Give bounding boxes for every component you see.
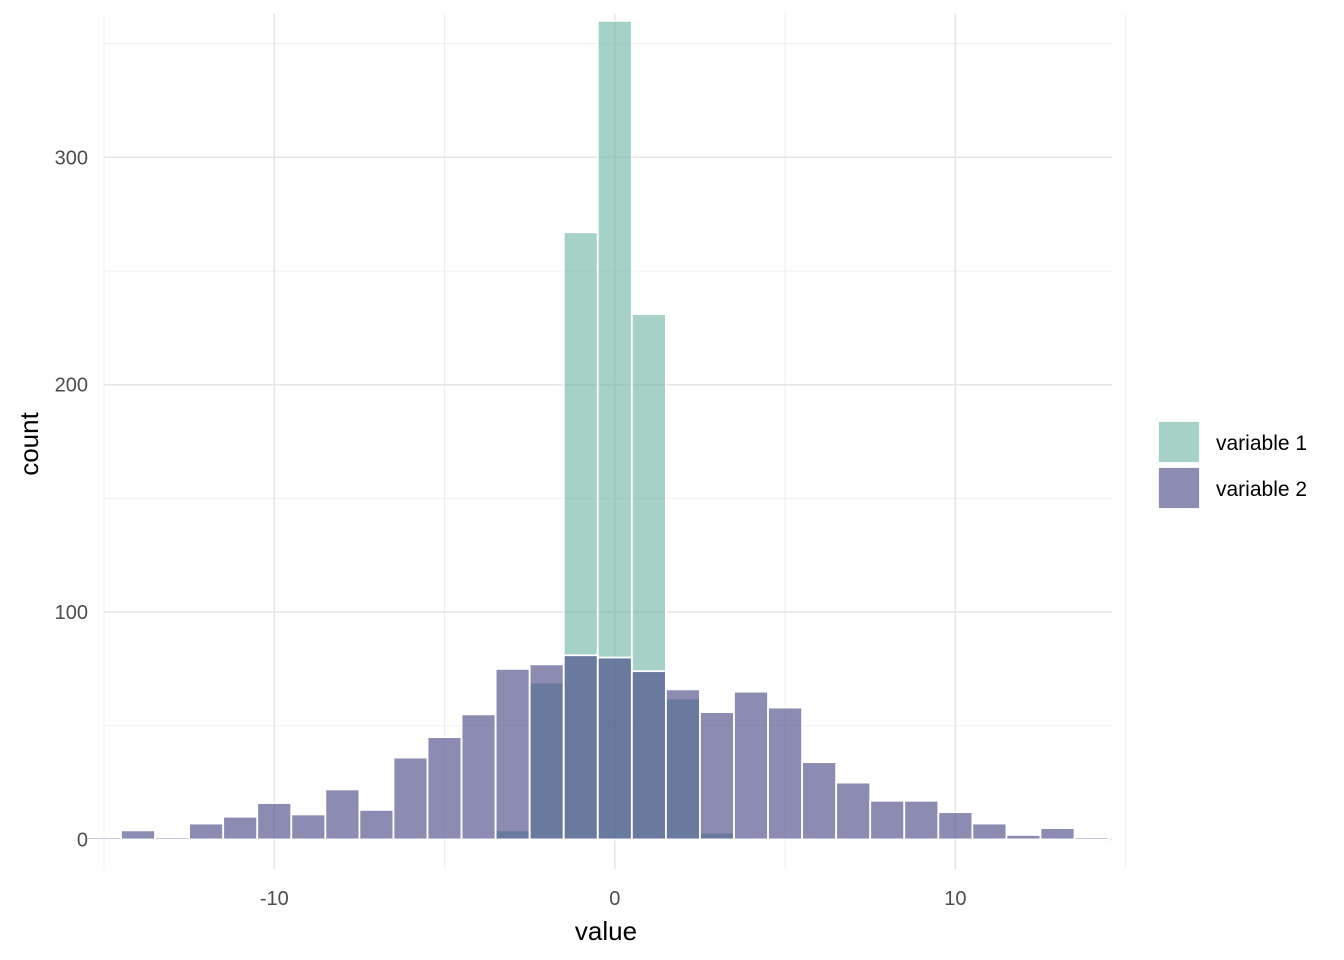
histogram-bar [869,799,906,841]
x-tick-label: 0 [609,888,620,910]
y-axis-ticks: 0 100 200 300 [55,147,88,851]
histogram-bar [1073,836,1110,841]
x-axis-ticks: -10 0 10 [260,888,967,910]
histogram-bar [937,811,974,841]
legend: variable 1 variable 2 [1157,420,1307,510]
histogram-bar [835,781,872,841]
y-tick-label: 300 [55,147,88,169]
x-tick-label: 10 [944,888,966,910]
histogram-bars [86,19,1110,841]
legend-key [1157,466,1201,510]
histogram-bar [733,690,769,841]
histogram-bar [188,822,225,841]
histogram-bar [528,663,565,841]
histogram-bar [1005,833,1042,841]
histogram-bar [767,706,804,841]
histogram-bar [903,799,940,841]
histogram-bar [801,761,838,841]
histogram-bar [494,667,531,841]
histogram-bar [426,736,463,841]
histogram-bar [290,813,327,841]
y-axis-title: count [14,411,44,475]
histogram-bar [664,688,701,841]
y-tick-label: 100 [55,602,88,624]
y-tick-label: 0 [77,829,88,851]
histogram-bar [971,822,1008,841]
histogram-bar [358,808,395,841]
histogram-bar [120,829,156,841]
series-2-bars [86,654,1110,841]
histogram-bar [460,713,497,841]
histogram-bar [1039,827,1076,841]
legend-key [1157,420,1201,464]
histogram-bar [630,670,667,841]
histogram-bar [222,815,259,841]
histogram-bar [562,654,599,841]
histogram-bar [596,656,633,841]
y-tick-label: 200 [55,375,88,397]
histogram-bar [86,836,122,841]
x-axis-title: value [575,916,637,946]
histogram-bar [324,788,361,841]
legend-label: variable 2 [1216,478,1307,501]
histogram-bar [154,836,191,841]
histogram-bar [392,756,429,841]
histogram-bar [256,802,293,841]
histogram-bar [699,711,735,841]
x-tick-label: -10 [260,888,289,910]
legend-label: variable 1 [1216,432,1307,455]
